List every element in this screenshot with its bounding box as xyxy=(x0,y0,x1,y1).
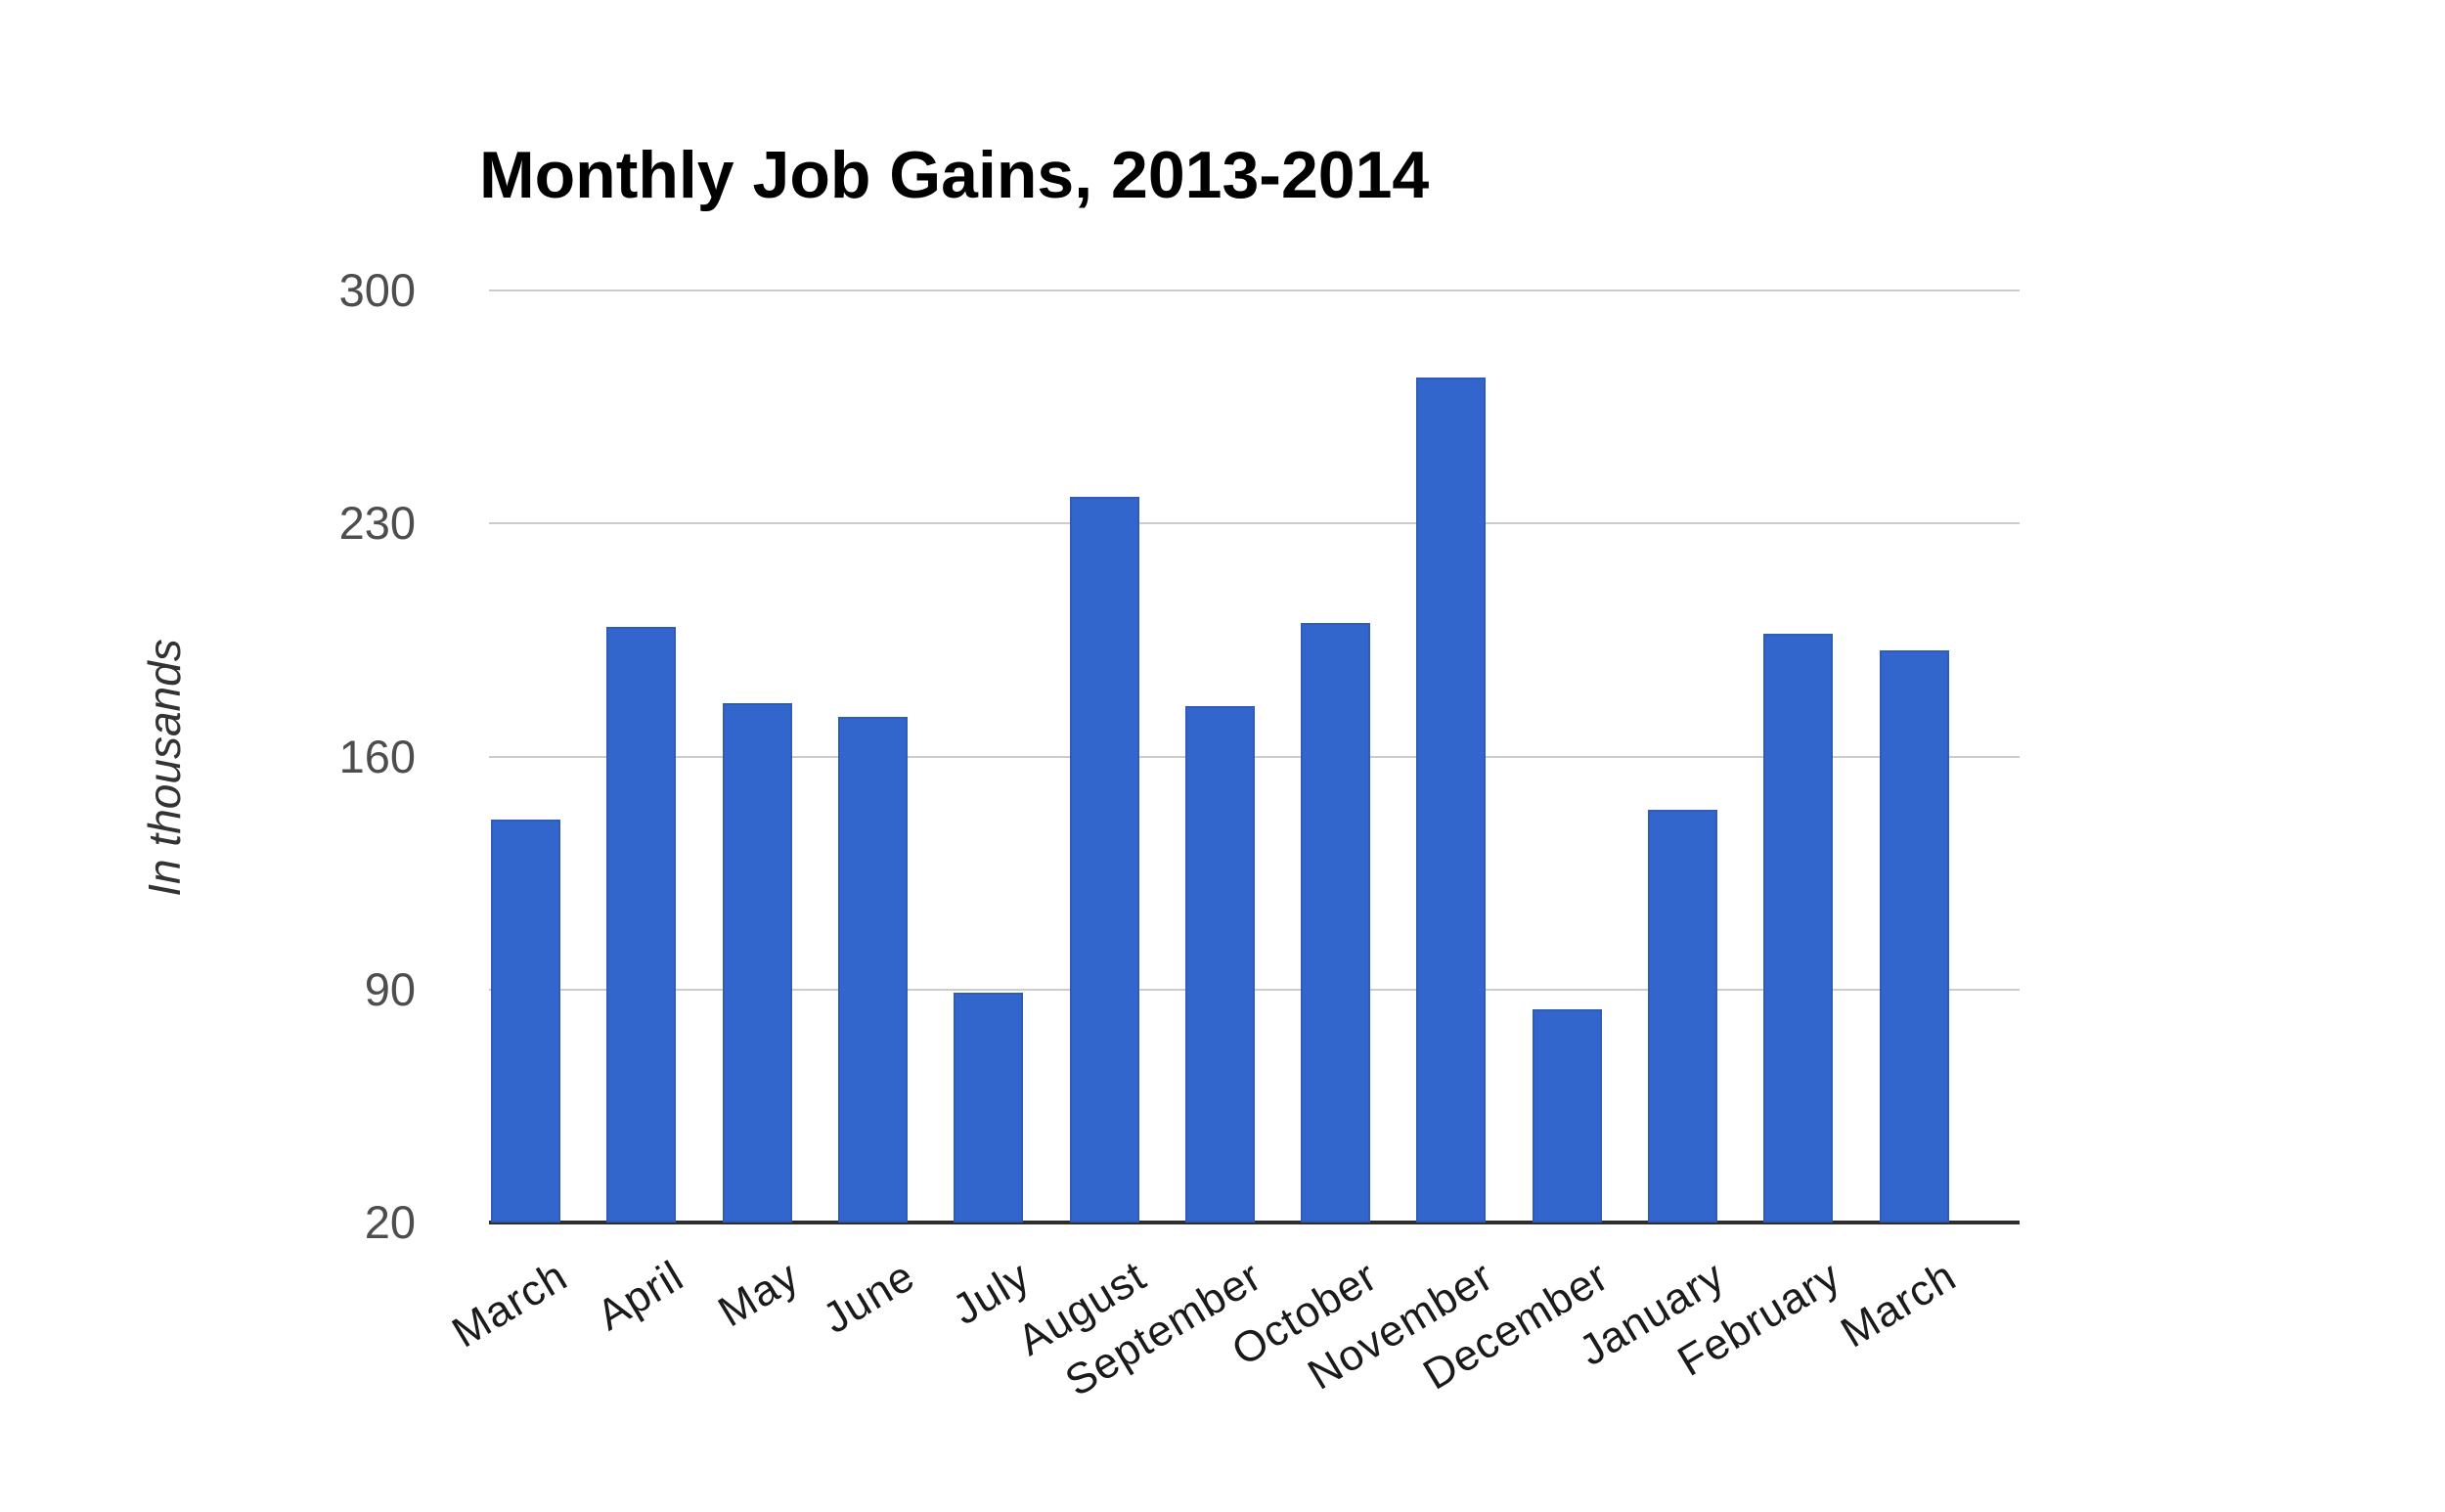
bar-13-march xyxy=(1879,649,1949,1223)
x-tick-label-13-march: March xyxy=(1833,1252,1965,1357)
bar-1-march xyxy=(491,820,560,1223)
y-tick-label-300: 300 xyxy=(338,264,416,316)
bar-8-october xyxy=(1301,623,1371,1223)
x-tick-label-1-march: March xyxy=(444,1252,576,1357)
x-tick-label-2-april: April xyxy=(589,1252,692,1340)
bar-12-february xyxy=(1763,633,1834,1223)
bar-3-may xyxy=(722,703,792,1223)
y-axis-title: In thousands xyxy=(139,639,190,897)
bar-9-november xyxy=(1416,377,1487,1223)
gridline-230 xyxy=(489,522,2020,525)
bar-2-april xyxy=(606,626,677,1223)
bar-4-june xyxy=(837,716,908,1223)
y-tick-label-90: 90 xyxy=(364,962,416,1015)
y-tick-label-230: 230 xyxy=(338,497,416,550)
plot-area xyxy=(489,289,2020,1224)
x-axis-line xyxy=(489,1221,2020,1224)
x-tick-label-4-june: June xyxy=(815,1252,923,1344)
bar-11-january xyxy=(1648,809,1717,1223)
bar-7-september xyxy=(1184,706,1255,1223)
bar-6-august xyxy=(1069,497,1139,1223)
y-tick-label-20: 20 xyxy=(364,1196,416,1248)
bar-10-december xyxy=(1532,1009,1602,1223)
bar-5-july xyxy=(954,993,1024,1223)
y-tick-label-160: 160 xyxy=(338,730,416,782)
chart-title: Monthly Job Gains, 2013-2014 xyxy=(479,138,1430,212)
gridline-300 xyxy=(489,289,2020,291)
x-tick-label-3-may: May xyxy=(710,1252,808,1337)
